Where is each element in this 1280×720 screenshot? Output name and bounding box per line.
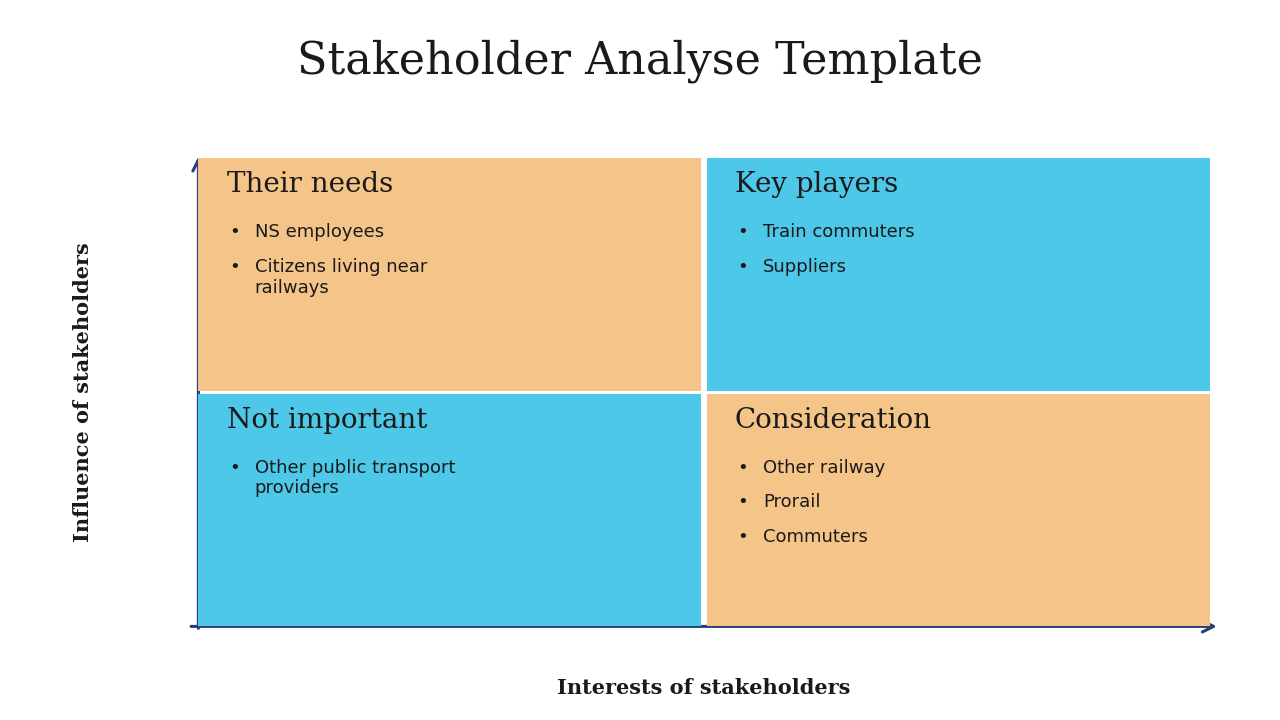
Text: Stakeholder Analyse Template: Stakeholder Analyse Template xyxy=(297,40,983,84)
Text: Other railway: Other railway xyxy=(763,459,886,477)
Text: Citizens living near
railways: Citizens living near railways xyxy=(255,258,428,297)
Text: •: • xyxy=(737,493,748,511)
Text: •: • xyxy=(737,528,748,546)
Text: •: • xyxy=(229,223,239,241)
Text: Their needs: Their needs xyxy=(227,171,393,198)
Text: •: • xyxy=(737,223,748,241)
Text: •: • xyxy=(229,459,239,477)
Text: Commuters: Commuters xyxy=(763,528,868,546)
Text: Not important: Not important xyxy=(227,407,428,433)
Text: Influence of stakeholders: Influence of stakeholders xyxy=(73,243,93,542)
Text: Train commuters: Train commuters xyxy=(763,223,914,241)
Text: Suppliers: Suppliers xyxy=(763,258,847,276)
Text: •: • xyxy=(737,258,748,276)
Text: •: • xyxy=(229,258,239,276)
Text: NS employees: NS employees xyxy=(255,223,384,241)
Text: Consideration: Consideration xyxy=(735,407,932,433)
Text: •: • xyxy=(737,459,748,477)
Text: Key players: Key players xyxy=(735,171,899,198)
Text: Interests of stakeholders: Interests of stakeholders xyxy=(557,678,851,698)
Text: Prorail: Prorail xyxy=(763,493,820,511)
Text: Other public transport
providers: Other public transport providers xyxy=(255,459,456,498)
